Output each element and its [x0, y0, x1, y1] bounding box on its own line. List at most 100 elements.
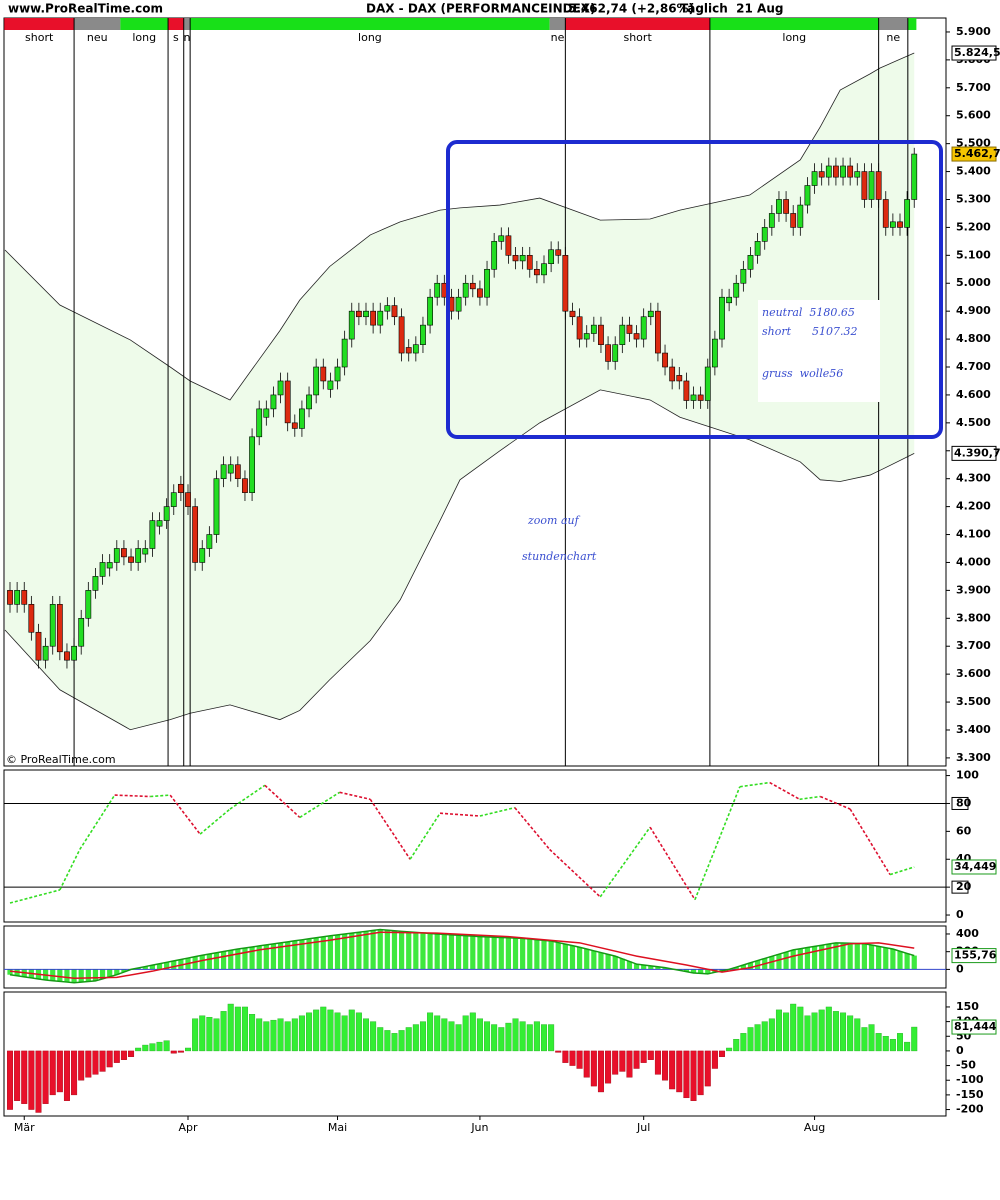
histogram-bar — [156, 1041, 163, 1052]
histogram-bar — [897, 1033, 904, 1052]
y-tick-label: -200 — [956, 1103, 984, 1116]
candle-body — [177, 483, 184, 493]
macd-bar — [854, 943, 860, 970]
candle-body — [690, 394, 697, 401]
signal-line — [9, 931, 915, 980]
regime-bar — [878, 18, 908, 30]
candle-body — [541, 263, 547, 276]
candle-body — [128, 556, 134, 563]
value-box-label: 155,76 — [954, 949, 997, 962]
histogram-bar — [612, 1050, 619, 1075]
site-name: www.ProRealTime.com — [8, 2, 163, 16]
candle-body — [234, 464, 241, 479]
histogram-bar — [697, 1050, 704, 1096]
histogram-bar — [234, 1006, 241, 1052]
candle-body — [626, 324, 633, 334]
oscillator-segment — [599, 826, 651, 898]
histogram-bar — [334, 1012, 341, 1052]
macd-bar — [192, 956, 198, 970]
candle-body — [78, 617, 85, 647]
macd-bar — [313, 937, 319, 970]
histogram-bar — [135, 1047, 142, 1052]
macd-bar — [171, 960, 177, 970]
regime-label: ne — [886, 31, 900, 44]
macd-bar — [342, 933, 348, 970]
macd-bar — [512, 938, 519, 970]
macd-bar — [797, 948, 803, 970]
y-tick-label: 0 — [956, 1044, 964, 1057]
candle-body — [405, 347, 412, 354]
y-tick-label: 4.300 — [956, 472, 991, 485]
oscillator-segment — [169, 794, 201, 835]
candle-body — [818, 171, 825, 178]
regime-label: short — [623, 31, 652, 44]
histogram-bar — [676, 1050, 683, 1093]
candle-body — [655, 310, 661, 354]
y-tick-label: 400 — [956, 927, 979, 940]
candle-body — [263, 408, 270, 418]
histogram-bar — [99, 1050, 106, 1072]
histogram-bar — [412, 1024, 419, 1052]
candle-body — [398, 316, 405, 354]
macd-bar — [491, 937, 497, 970]
histogram-bar — [177, 1050, 184, 1053]
candle-body — [761, 227, 768, 242]
candle-body — [156, 520, 163, 527]
macd-bar — [441, 934, 447, 970]
candle-body — [526, 255, 533, 270]
oscillator-segment — [199, 808, 231, 835]
histogram-bar — [832, 1011, 839, 1052]
macd-bar — [690, 969, 697, 973]
macd-bar — [890, 949, 896, 970]
histogram-bar — [491, 1024, 498, 1052]
panel-frame — [3, 991, 947, 1117]
candle-body — [220, 464, 227, 479]
macd-bar — [477, 936, 483, 970]
histogram-bar — [719, 1050, 726, 1057]
regime-bar — [4, 18, 75, 30]
macd-bar — [114, 969, 120, 975]
candle-body — [797, 204, 804, 228]
histogram-bar — [398, 1030, 405, 1052]
y-tick-label: 3.900 — [956, 583, 991, 596]
candle-body — [911, 153, 918, 200]
regime-label: short — [25, 31, 54, 44]
histogram-bar — [590, 1050, 597, 1087]
macd-bar — [641, 964, 647, 970]
candle-body — [28, 604, 35, 633]
candle-body — [420, 324, 426, 345]
value-box-label: 81,444 — [954, 1020, 997, 1033]
macd-bar — [911, 955, 917, 970]
macd-bar — [733, 967, 739, 970]
regime-label: ne — [551, 31, 565, 44]
histogram-bar — [847, 1015, 854, 1052]
candle-body — [163, 506, 170, 521]
candle-body — [213, 478, 220, 535]
value-box — [951, 146, 997, 162]
oscillator-segment — [59, 849, 81, 891]
value-box-label: 4.390,7 — [954, 446, 1000, 459]
candle-body — [768, 213, 775, 228]
macd-bar — [470, 936, 476, 970]
candle-body — [861, 171, 868, 200]
candle-body — [512, 255, 519, 262]
panel-frame — [3, 769, 947, 923]
candle-body — [291, 422, 298, 429]
candle-body — [99, 562, 106, 577]
y-tick-label: 4.800 — [956, 332, 991, 345]
candle-body — [726, 296, 733, 304]
histogram-bar — [797, 1006, 804, 1052]
histogram-bar — [484, 1021, 491, 1052]
y-tick-label: 4.500 — [956, 416, 991, 429]
y-tick-label: 5.300 — [956, 192, 991, 205]
y-tick-label: 3.500 — [956, 695, 991, 708]
macd-bar — [78, 969, 84, 983]
regime-bar — [183, 18, 191, 30]
y-tick-label: 5.600 — [956, 109, 991, 122]
candle-body — [306, 394, 312, 410]
histogram-bar — [455, 1024, 462, 1052]
macd-bar — [413, 932, 419, 970]
regime-bar — [74, 18, 121, 30]
y-tick-label: 0 — [956, 908, 964, 921]
y-tick-label: 60 — [956, 824, 972, 837]
